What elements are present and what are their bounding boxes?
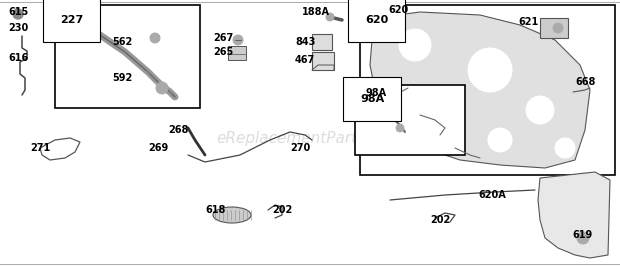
Text: 620A: 620A: [478, 190, 506, 200]
Bar: [312, 34, 332, 50]
Text: 592: 592: [112, 73, 132, 83]
Polygon shape: [370, 12, 590, 168]
Circle shape: [233, 35, 243, 45]
Circle shape: [555, 138, 575, 158]
Circle shape: [150, 33, 160, 43]
Circle shape: [553, 23, 563, 33]
Circle shape: [399, 29, 431, 61]
Ellipse shape: [213, 207, 251, 223]
Text: 202: 202: [430, 215, 450, 225]
Text: 621: 621: [518, 17, 538, 27]
Text: 268: 268: [168, 125, 188, 135]
Text: 270: 270: [290, 143, 310, 153]
Circle shape: [374, 108, 382, 116]
Circle shape: [488, 128, 512, 152]
Circle shape: [468, 48, 512, 92]
Circle shape: [577, 232, 589, 244]
Bar: [228, 46, 246, 60]
Circle shape: [156, 82, 168, 94]
Text: 227: 227: [60, 15, 83, 25]
Text: 98A: 98A: [360, 94, 384, 104]
Text: 267: 267: [213, 33, 233, 43]
Text: 668: 668: [575, 77, 595, 87]
Text: 230: 230: [8, 23, 29, 33]
Bar: [355, 85, 465, 155]
Circle shape: [526, 96, 554, 124]
Text: eReplacementParts.com: eReplacementParts.com: [216, 131, 404, 146]
Bar: [55, 5, 200, 108]
Text: 620: 620: [365, 15, 388, 25]
Text: 271: 271: [30, 143, 50, 153]
Circle shape: [326, 13, 334, 21]
Bar: [312, 52, 334, 70]
Text: 98A: 98A: [365, 88, 386, 98]
Bar: [540, 18, 568, 38]
Text: 202: 202: [272, 205, 292, 215]
Circle shape: [396, 124, 404, 132]
Text: 265: 265: [213, 47, 233, 57]
Text: 615: 615: [8, 7, 29, 17]
Circle shape: [13, 9, 23, 19]
Text: 843: 843: [295, 37, 316, 47]
Text: 620: 620: [388, 5, 408, 15]
Text: 616: 616: [8, 53, 29, 63]
Text: 618: 618: [205, 205, 226, 215]
Text: 467: 467: [295, 55, 315, 65]
Text: 269: 269: [148, 143, 168, 153]
Text: 562: 562: [112, 37, 132, 47]
Bar: [360, 5, 615, 175]
Text: 188A: 188A: [302, 7, 330, 17]
Text: 619: 619: [572, 230, 592, 240]
Polygon shape: [538, 172, 610, 258]
